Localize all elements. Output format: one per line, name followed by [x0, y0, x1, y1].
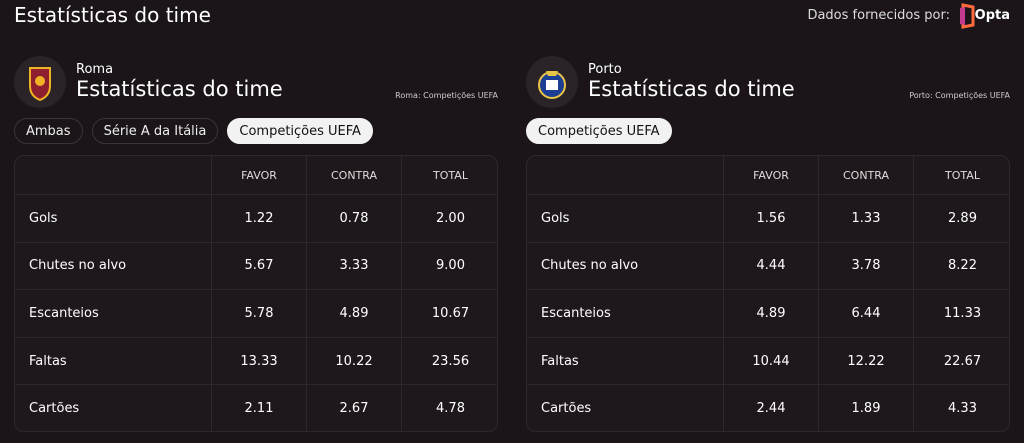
stat-row: Chutes no alvo 4.44 3.78 8.22	[527, 241, 1009, 290]
stat-value: 3.78	[818, 242, 913, 290]
stat-value: 1.56	[723, 195, 818, 242]
stat-label: Gols	[541, 210, 570, 226]
page-title: Estatísticas do time	[14, 3, 211, 27]
stat-label: Cartões	[541, 401, 592, 417]
stat-value: 5.78	[211, 290, 306, 337]
stat-label: Chutes no alvo	[29, 258, 127, 274]
competition-note: Roma: Competições UEFA	[395, 91, 498, 100]
team-logo	[526, 56, 578, 108]
stat-value: 2.00	[401, 195, 497, 242]
filter-chip[interactable]: Ambas	[14, 118, 83, 144]
stat-row: Gols 1.56 1.33 2.89	[527, 194, 1009, 242]
column-header: FAVOR	[211, 156, 306, 194]
header-cell	[527, 156, 723, 194]
stat-value: 2.11	[211, 385, 306, 431]
column-header: FAVOR	[723, 156, 818, 194]
stat-value: 2.44	[723, 385, 818, 431]
team-panel: Roma Estatísticas do time Roma: Competiçõe…	[14, 56, 498, 434]
stat-value: 5.67	[211, 242, 306, 290]
stat-value: 10.67	[401, 290, 497, 337]
provider-label: Dados fornecidos por:	[807, 8, 950, 23]
stat-value: 8.22	[913, 242, 1009, 290]
team-panel: Porto Estatísticas do time Porto: Competiç…	[526, 56, 1010, 434]
stat-value: 9.00	[401, 242, 497, 290]
stats-table: FAVOR CONTRA TOTAL Gols 1.56 1.33 2.89 Chutes n…	[526, 155, 1010, 432]
stat-value: 3.33	[306, 242, 401, 290]
filter-chip[interactable]: Competições UEFA	[227, 118, 373, 144]
header-cell	[15, 156, 211, 194]
stat-value: 1.33	[818, 195, 913, 242]
filter-bar: Ambas Série A da Itália Competições UEFA	[14, 118, 373, 144]
provider: Opta	[974, 8, 1010, 23]
stat-value: 0.78	[306, 195, 401, 242]
filter-bar: Competições UEFA	[526, 118, 672, 144]
stat-value: 1.22	[211, 195, 306, 242]
team-name: Porto	[588, 62, 622, 77]
team-logo	[14, 56, 66, 108]
stat-row: Chutes no alvo 5.67 3.33 9.00	[15, 241, 497, 290]
stat-label: Chutes no alvo	[541, 258, 639, 274]
stat-row: Gols 1.22 0.78 2.00	[15, 194, 497, 242]
stat-value: 22.67	[913, 337, 1009, 385]
stat-value: 6.44	[818, 290, 913, 337]
stat-value: 11.33	[913, 290, 1009, 337]
stat-label: Faltas	[541, 353, 579, 369]
stat-value: 23.56	[401, 337, 497, 385]
stats-table: FAVOR CONTRA TOTAL Gols 1.22 0.78 2.00 Chutes n…	[14, 155, 498, 432]
filter-chip[interactable]: Série A da Itália	[91, 118, 219, 144]
column-header: TOTAL	[913, 156, 1009, 194]
header-row: FAVOR CONTRA TOTAL	[15, 156, 497, 194]
stat-row: Cartões 2.11 2.67 4.78	[15, 384, 497, 431]
stat-label: Cartões	[29, 401, 80, 417]
stat-value: 12.22	[818, 337, 913, 385]
stat-value: 4.89	[723, 290, 818, 337]
stat-row: Cartões 2.44 1.89 4.33	[527, 384, 1009, 431]
stat-value: 10.22	[306, 337, 401, 385]
competition-note: Porto: Competições UEFA	[909, 91, 1010, 100]
stat-value: 4.89	[306, 290, 401, 337]
stat-value: 2.89	[913, 195, 1009, 242]
panel-title: Estatísticas do time	[588, 77, 795, 101]
stat-row: Faltas 13.33 10.22 23.56	[15, 336, 497, 385]
stat-row: Escanteios 5.78 4.89 10.67	[15, 289, 497, 337]
stat-value: 4.78	[401, 385, 497, 431]
stat-value: 10.44	[723, 337, 818, 385]
column-header: CONTRA	[306, 156, 401, 194]
stat-value: 13.33	[211, 337, 306, 385]
panel-title: Estatísticas do time	[76, 77, 283, 101]
stat-value: 4.44	[723, 242, 818, 290]
opta-logo	[960, 3, 975, 29]
stat-value: 2.67	[306, 385, 401, 431]
stat-label: Faltas	[29, 353, 67, 369]
stat-value: 1.89	[818, 385, 913, 431]
column-header: TOTAL	[401, 156, 497, 194]
stat-row: Escanteios 4.89 6.44 11.33	[527, 289, 1009, 337]
team-name: Roma	[76, 62, 114, 77]
stat-label: Gols	[29, 210, 58, 226]
column-header: CONTRA	[818, 156, 913, 194]
filter-chip[interactable]: Competições UEFA	[526, 118, 672, 144]
stat-label: Escanteios	[29, 305, 99, 321]
header-row: FAVOR CONTRA TOTAL	[527, 156, 1009, 194]
stat-value: 4.33	[913, 385, 1009, 431]
stat-row: Faltas 10.44 12.22 22.67	[527, 336, 1009, 385]
stat-label: Escanteios	[541, 305, 611, 321]
